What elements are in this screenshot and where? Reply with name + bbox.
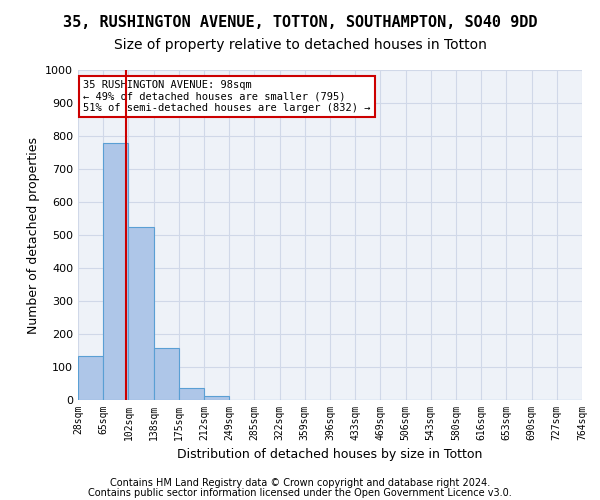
Bar [204,396,229,400]
Text: 35 RUSHINGTON AVENUE: 98sqm
← 49% of detached houses are smaller (795)
51% of se: 35 RUSHINGTON AVENUE: 98sqm ← 49% of det… [83,80,371,113]
Text: Contains HM Land Registry data © Crown copyright and database right 2024.: Contains HM Land Registry data © Crown c… [110,478,490,488]
Bar [154,348,179,400]
Bar [103,144,128,400]
Text: 35, RUSHINGTON AVENUE, TOTTON, SOUTHAMPTON, SO40 9DD: 35, RUSHINGTON AVENUE, TOTTON, SOUTHAMPT… [63,15,537,30]
X-axis label: Distribution of detached houses by size in Totton: Distribution of detached houses by size … [178,448,482,462]
Text: Contains public sector information licensed under the Open Government Licence v3: Contains public sector information licen… [88,488,512,498]
Bar [128,227,154,400]
Bar [179,388,204,400]
Bar [78,356,103,400]
Text: Size of property relative to detached houses in Totton: Size of property relative to detached ho… [113,38,487,52]
Y-axis label: Number of detached properties: Number of detached properties [26,136,40,334]
